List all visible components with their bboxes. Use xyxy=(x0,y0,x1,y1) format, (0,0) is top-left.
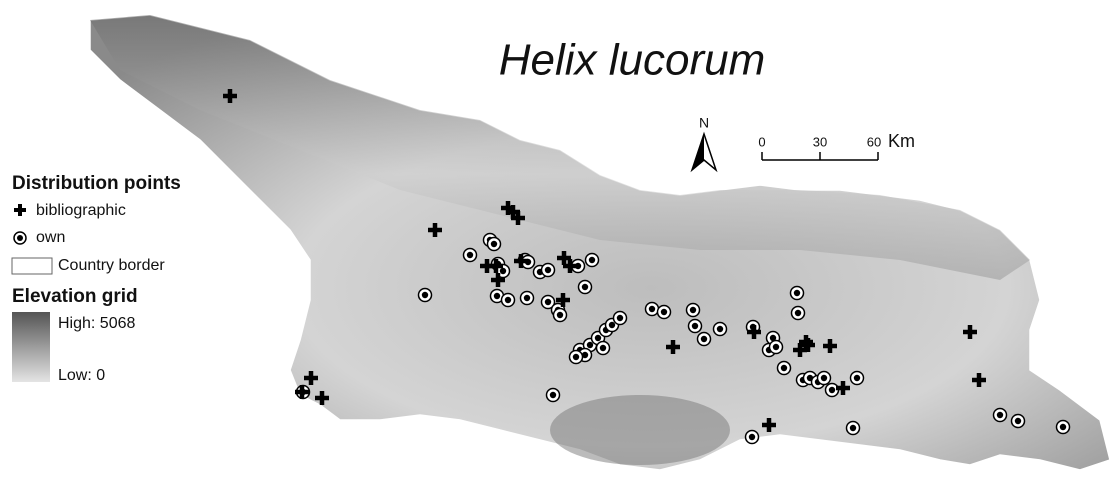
legend-circle-dot xyxy=(17,235,23,241)
bibliographic-point xyxy=(491,273,505,287)
own-point-dot xyxy=(608,321,616,329)
bibliographic-point xyxy=(836,381,850,395)
own-point-dot xyxy=(616,314,624,322)
bibliographic-point xyxy=(666,340,680,354)
scale-label: 60 xyxy=(867,134,881,149)
bibliographic-point xyxy=(223,89,237,103)
bibliographic-point xyxy=(972,373,986,387)
own-point-dot xyxy=(689,306,697,314)
own-point-dot xyxy=(493,292,501,300)
own-point-dot xyxy=(996,411,1004,419)
own-point-dot xyxy=(1059,423,1067,431)
bibliographic-point xyxy=(793,343,807,357)
own-point-dot xyxy=(853,374,861,382)
own-point-dot xyxy=(544,298,552,306)
legend-label: Low: 0 xyxy=(58,367,105,384)
own-point-dot xyxy=(572,353,580,361)
own-point-dot xyxy=(780,364,788,372)
bibliographic-point xyxy=(747,325,761,339)
map-title: Helix lucorum xyxy=(499,36,766,85)
own-point-dot xyxy=(421,291,429,299)
own-point-dot xyxy=(691,322,699,330)
own-point-dot xyxy=(499,267,507,275)
legend-title: Elevation grid xyxy=(12,286,138,307)
legend: Distribution points bibliographic own Co… xyxy=(11,173,181,384)
legend-label: High: 5068 xyxy=(58,315,135,332)
own-point-dot xyxy=(748,433,756,441)
bibliographic-point xyxy=(304,371,318,385)
bibliographic-point xyxy=(963,325,977,339)
own-point-dot xyxy=(660,308,668,316)
bibliographic-point xyxy=(506,205,520,219)
mountain-shade xyxy=(90,15,1030,280)
own-point-dot xyxy=(594,334,602,342)
country xyxy=(89,14,1111,471)
own-point-dot xyxy=(849,424,857,432)
own-point-dot xyxy=(648,305,656,313)
own-point-dot xyxy=(820,374,828,382)
bibliographic-point xyxy=(762,418,776,432)
bibliographic-point xyxy=(315,391,329,405)
bibliographic-point xyxy=(823,339,837,353)
own-point-dot xyxy=(588,256,596,264)
own-point-dot xyxy=(793,289,801,297)
own-point-dot xyxy=(549,391,557,399)
legend-cross xyxy=(14,204,26,216)
own-point-dot xyxy=(769,334,777,342)
own-point-dot xyxy=(716,325,724,333)
own-point-dot xyxy=(581,351,589,359)
own-point-dot xyxy=(586,341,594,349)
north-arrow: N xyxy=(690,115,718,173)
own-point-dot xyxy=(1014,417,1022,425)
own-point-dot xyxy=(599,344,607,352)
own-point-dot xyxy=(794,309,802,317)
bibliographic-point xyxy=(556,293,570,307)
legend-title: Distribution points xyxy=(12,173,181,194)
scale-label: 30 xyxy=(813,134,827,149)
north-arrow-fill xyxy=(692,134,704,170)
own-point-dot xyxy=(490,240,498,248)
elevation-ramp xyxy=(12,312,50,382)
own-point-dot xyxy=(772,343,780,351)
legend-label: bibliographic xyxy=(36,202,126,219)
own-point-dot xyxy=(466,251,474,259)
north-label: N xyxy=(699,115,709,131)
own-point-dot xyxy=(828,386,836,394)
distribution-points xyxy=(223,89,1071,445)
legend-border-box xyxy=(11,257,53,275)
own-point-dot xyxy=(523,294,531,302)
scale-unit: Km xyxy=(888,131,915,151)
bibliographic-point xyxy=(295,385,309,399)
scale-label: 0 xyxy=(758,134,765,149)
bibliographic-point xyxy=(799,335,813,349)
legend-label: Country border xyxy=(58,257,165,274)
bibliographic-point xyxy=(563,259,577,273)
own-point-dot xyxy=(700,335,708,343)
bibliographic-point xyxy=(557,251,571,265)
bibliographic-point xyxy=(428,223,442,237)
southern-highland xyxy=(550,395,730,465)
own-point-dot xyxy=(581,283,589,291)
bibliographic-point xyxy=(514,254,528,268)
scale-bar: 0 30 60 Km xyxy=(758,131,915,161)
legend-label: own xyxy=(36,229,65,246)
bibliographic-point xyxy=(489,259,503,273)
own-point-dot xyxy=(504,296,512,304)
own-point-dot xyxy=(544,266,552,274)
own-point-dot xyxy=(556,311,564,319)
